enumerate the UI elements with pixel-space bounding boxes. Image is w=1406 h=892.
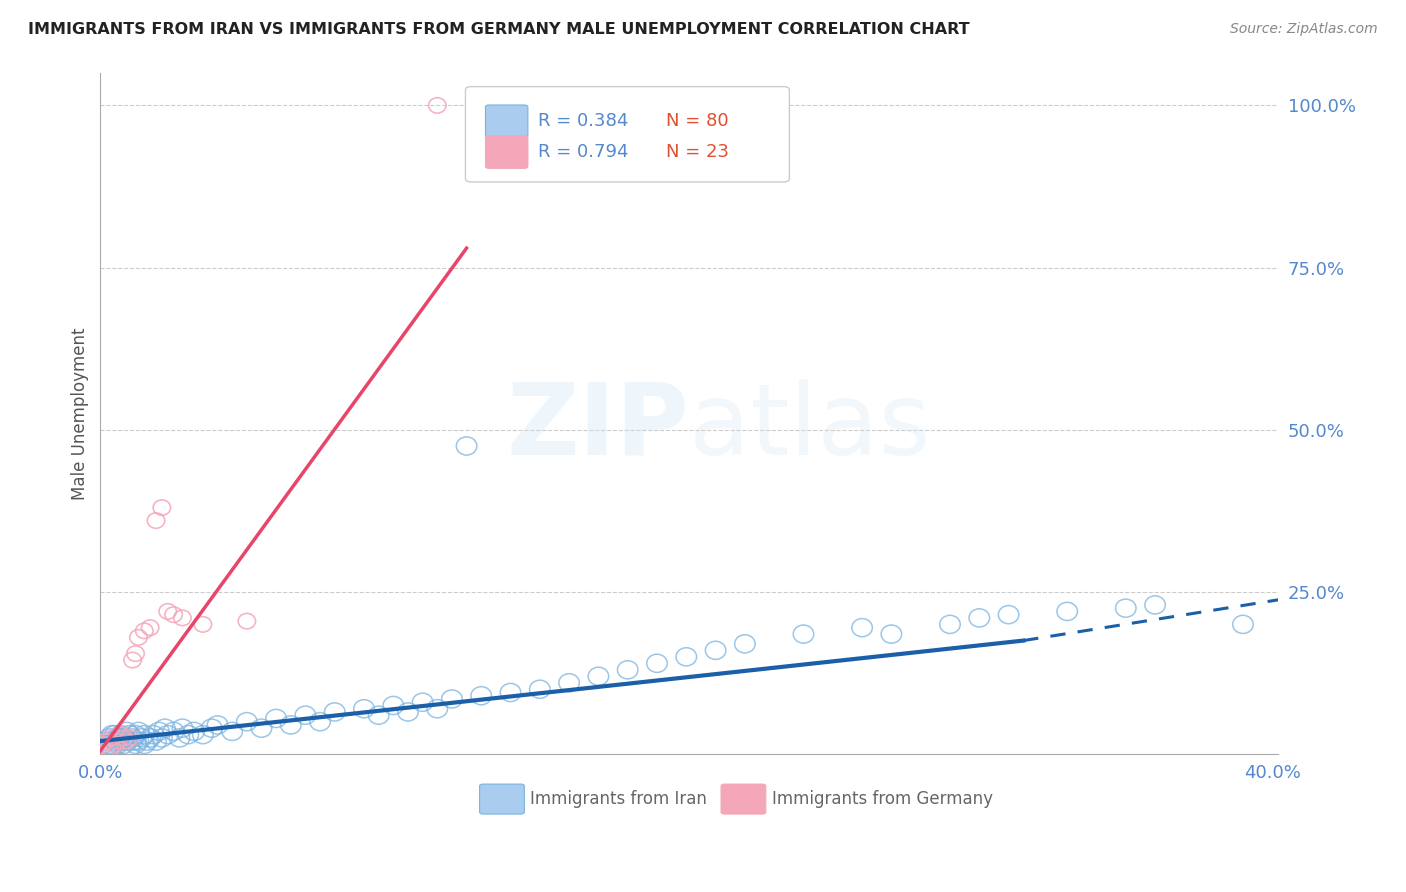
FancyBboxPatch shape (721, 784, 766, 814)
Text: R = 0.794: R = 0.794 (538, 143, 628, 161)
Text: Source: ZipAtlas.com: Source: ZipAtlas.com (1230, 22, 1378, 37)
FancyBboxPatch shape (465, 87, 789, 182)
Text: atlas: atlas (689, 379, 931, 475)
Text: IMMIGRANTS FROM IRAN VS IMMIGRANTS FROM GERMANY MALE UNEMPLOYMENT CORRELATION CH: IMMIGRANTS FROM IRAN VS IMMIGRANTS FROM … (28, 22, 970, 37)
FancyBboxPatch shape (479, 784, 524, 814)
Text: R = 0.384: R = 0.384 (538, 112, 628, 130)
Y-axis label: Male Unemployment: Male Unemployment (72, 327, 89, 500)
Text: Immigrants from Germany: Immigrants from Germany (772, 790, 993, 808)
FancyBboxPatch shape (485, 136, 527, 169)
Text: N = 23: N = 23 (665, 143, 728, 161)
Text: ZIP: ZIP (506, 379, 689, 475)
Text: N = 80: N = 80 (665, 112, 728, 130)
FancyBboxPatch shape (485, 105, 527, 137)
Text: Immigrants from Iran: Immigrants from Iran (530, 790, 707, 808)
